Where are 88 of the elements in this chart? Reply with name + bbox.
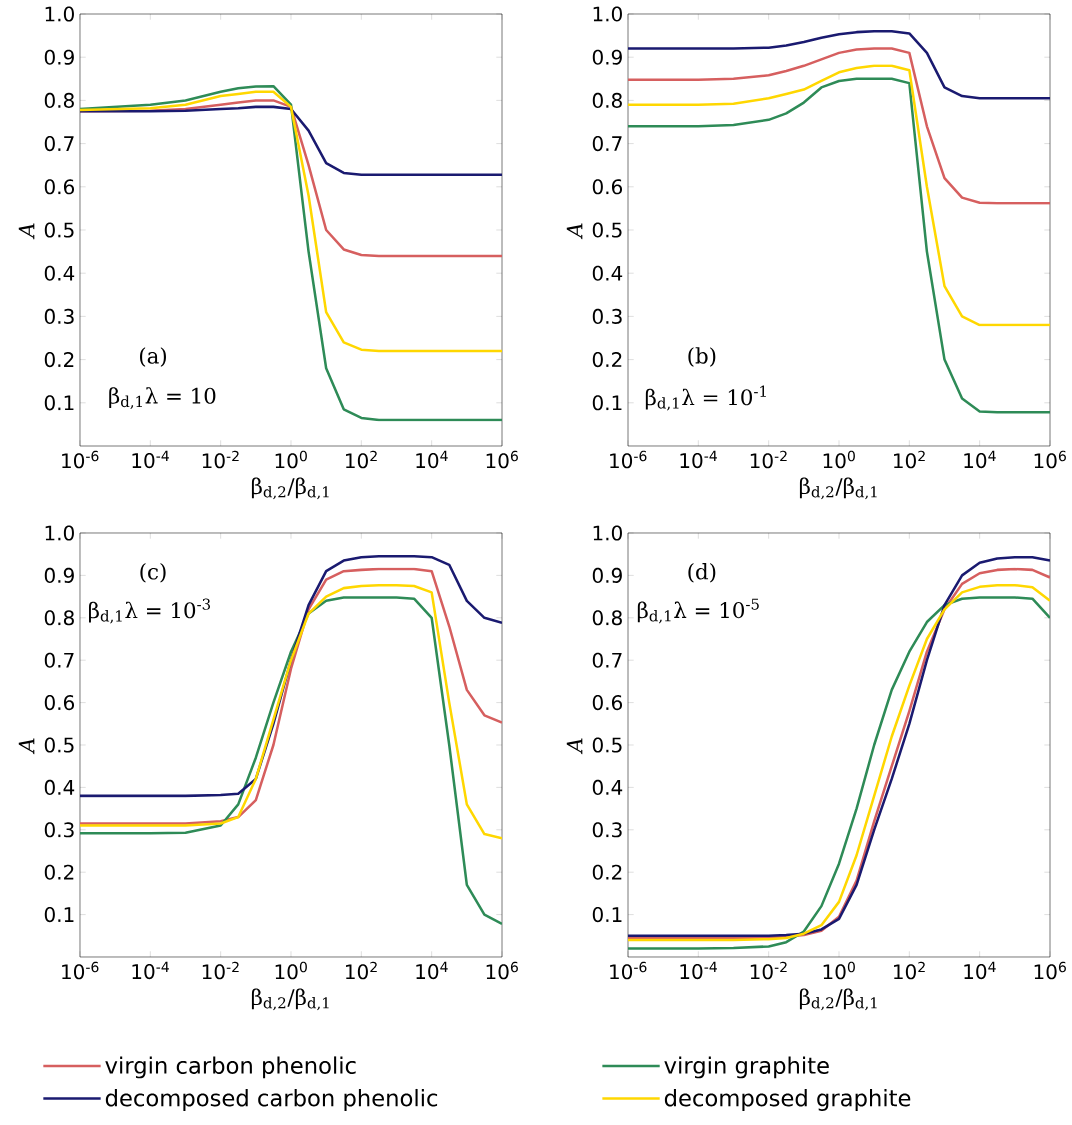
annotation: β$_{d,1}$λ = 10$^{-3}$ [89,598,211,624]
y-tick-label: 0.1 [592,395,622,411]
y-tick-label: 0.5 [592,222,622,238]
y-tick-label: 1.0 [593,525,622,541]
x-tick-label: 10$^{-4}$ [680,450,717,469]
y-tick-label: 0.2 [44,352,74,368]
y-axis-title: A [18,223,35,240]
y-tick-label: 0.9 [592,567,622,583]
y-tick-label: 0.8 [44,610,74,626]
y-tick-label: 0.8 [44,92,74,108]
x-tick-label: 10$^{6}$ [1034,961,1066,980]
y-tick-label: 0.3 [44,308,74,324]
y-tick-label: 0.4 [592,779,623,795]
x-tick-label: 10$^{-6}$ [610,961,647,980]
x-tick-label: 10$^{0}$ [275,450,307,469]
x-tick-label: 10$^{4}$ [416,450,448,469]
y-tick-label: 0.6 [592,695,623,711]
x-tick-label: 10$^{2}$ [346,961,377,980]
x-tick-label: 10$^{4}$ [964,450,996,469]
y-tick-label: 0.7 [44,652,74,668]
y-tick-label: 0.6 [592,179,623,195]
y-tick-label: 0.6 [44,695,75,711]
x-axis-title: β$_{d,2}$/β$_{d,1}$ [251,477,329,500]
x-tick-label: 10$^{0}$ [823,450,855,469]
x-tick-label: 10$^{-2}$ [202,961,239,980]
x-tick-label: 10$^{-2}$ [202,450,239,469]
annotation: (b) [688,347,716,367]
y-axis-title: A [18,738,35,755]
x-tick-label: 10$^{-6}$ [62,961,99,980]
legend-label: decomposed graphite [664,1088,911,1111]
x-tick-label: 10$^{2}$ [346,450,377,469]
y-tick-label: 0.8 [592,610,622,626]
x-tick-label: 10$^{-2}$ [750,450,787,469]
x-tick-label: 10$^{-6}$ [610,450,647,469]
y-tick-label: 0.7 [592,652,622,668]
y-tick-label: 0.7 [592,136,622,152]
y-tick-label: 0.3 [592,822,622,838]
x-tick-label: 10$^{-4}$ [132,450,169,469]
x-tick-label: 10$^{-6}$ [62,450,99,469]
y-tick-label: 0.1 [592,907,622,923]
y-tick-label: 0.1 [44,395,74,411]
y-tick-label: 0.1 [44,907,74,923]
x-axis-title: β$_{d,2}$/β$_{d,1}$ [799,988,877,1011]
x-tick-label: 10$^{4}$ [416,961,448,980]
x-axis-title: β$_{d,2}$/β$_{d,1}$ [251,988,329,1011]
y-tick-label: 0.9 [592,49,622,65]
annotation: β$_{d,1}$λ = 10$^{-1}$ [645,385,766,411]
y-tick-label: 0.3 [592,308,622,324]
annotation: β$_{d,1}$λ = 10 [109,387,216,409]
y-tick-label: 0.2 [592,352,622,368]
y-tick-label: 0.4 [44,265,75,281]
y-tick-label: 0.9 [44,49,74,65]
x-tick-label: 10$^{-4}$ [132,961,169,980]
x-tick-label: 10$^{4}$ [964,961,996,980]
x-tick-label: 10$^{0}$ [823,961,855,980]
y-tick-label: 0.8 [592,92,622,108]
y-tick-label: 0.5 [44,737,74,753]
x-tick-label: 10$^{6}$ [1034,450,1066,469]
y-tick-label: 0.4 [592,265,623,281]
x-tick-label: 10$^{-4}$ [680,961,717,980]
y-tick-label: 1.0 [45,6,74,22]
y-tick-label: 0.5 [44,222,74,238]
y-tick-label: 0.9 [44,567,74,583]
x-axis-title: β$_{d,2}$/β$_{d,1}$ [799,477,877,500]
y-tick-label: 0.5 [592,737,622,753]
y-tick-label: 1.0 [593,6,622,22]
y-tick-label: 0.6 [44,179,75,195]
annotation: β$_{d,1}$λ = 10$^{-5}$ [637,598,759,624]
annotation: (a) [140,347,166,367]
y-axis-title: A [566,738,583,755]
annotation: (c) [140,563,166,583]
x-tick-label: 10$^{6}$ [486,961,518,980]
x-tick-label: 10$^{-2}$ [750,961,787,980]
y-tick-label: 0.3 [44,822,74,838]
x-tick-label: 10$^{2}$ [894,961,925,980]
x-tick-label: 10$^{6}$ [486,450,518,469]
y-tick-label: 0.4 [44,779,75,795]
legend-label: virgin graphite [664,1056,829,1079]
y-tick-label: 0.2 [592,864,622,880]
y-axis-title: A [566,223,583,240]
annotation: (d) [688,563,716,583]
y-tick-label: 0.7 [44,136,74,152]
legend-label: decomposed carbon phenolic [105,1088,438,1111]
legend-label: virgin carbon phenolic [105,1056,356,1079]
x-tick-label: 10$^{0}$ [275,961,307,980]
y-tick-label: 0.2 [44,864,74,880]
x-tick-label: 10$^{2}$ [894,450,925,469]
y-tick-label: 1.0 [45,525,74,541]
